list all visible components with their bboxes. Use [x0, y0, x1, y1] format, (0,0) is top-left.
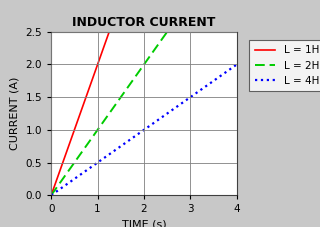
- L = 4H: [139, 131, 142, 134]
- Legend: L = 1H, L = 2H, L = 4H: L = 1H, L = 2H, L = 4H: [249, 40, 320, 91]
- Line: L = 4H: L = 4H: [51, 64, 237, 195]
- L = 4H: [160, 116, 164, 119]
- L = 2H: [139, 68, 142, 71]
- Y-axis label: CURRENT (A): CURRENT (A): [10, 77, 20, 150]
- Line: L = 2H: L = 2H: [51, 0, 237, 195]
- L = 4H: [137, 132, 141, 134]
- L = 4H: [235, 63, 239, 66]
- L = 4H: [150, 123, 154, 126]
- L = 4H: [230, 66, 234, 69]
- X-axis label: TIME (s): TIME (s): [122, 220, 166, 227]
- L = 2H: [137, 70, 141, 72]
- Line: L = 1H: L = 1H: [51, 0, 237, 195]
- L = 4H: [49, 194, 53, 197]
- L = 2H: [150, 52, 154, 55]
- L = 2H: [49, 194, 53, 197]
- Title: INDUCTOR CURRENT: INDUCTOR CURRENT: [72, 16, 216, 29]
- L = 2H: [160, 38, 164, 41]
- L = 4H: [201, 87, 205, 89]
- L = 1H: [49, 194, 53, 197]
